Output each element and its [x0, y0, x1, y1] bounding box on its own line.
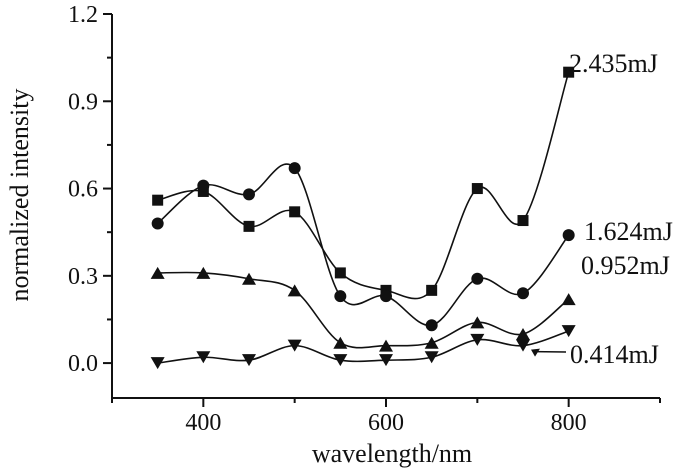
- circle-marker: [425, 319, 438, 332]
- series-1.624mJ: [151, 162, 575, 332]
- square-marker: [334, 267, 346, 279]
- x-tick-label: 600: [368, 410, 404, 436]
- circle-marker: [380, 290, 392, 303]
- circle-marker: [471, 272, 484, 285]
- square-marker: [152, 194, 164, 206]
- series-2.435mJ: [152, 66, 575, 300]
- y-axis-ticks: 0.0 0.3 0.6 0.9 1.2: [68, 2, 112, 377]
- square-marker: [563, 66, 575, 78]
- y-tick-label: 0.0: [68, 351, 98, 377]
- square-marker: [243, 220, 255, 232]
- triangle-up-marker: [242, 272, 256, 285]
- series-label: 1.624mJ: [584, 217, 673, 246]
- square-marker: [289, 206, 301, 218]
- x-axis-title: wavelength/nm: [312, 439, 472, 468]
- y-tick-label: 0.6: [68, 177, 98, 203]
- triangle-up-marker: [561, 293, 576, 306]
- triangle-down-marker: [333, 354, 348, 367]
- circle-marker: [151, 217, 164, 230]
- series-0.952mJ: [150, 266, 576, 352]
- triangle-down-marker: [379, 354, 393, 367]
- triangle-up-marker: [470, 316, 485, 329]
- triangle-down-marker: [561, 325, 576, 338]
- series-line: [157, 271, 570, 349]
- y-axis-title: normalized intensity: [5, 88, 34, 301]
- series-line: [157, 330, 569, 364]
- series-0.414mJ: [150, 325, 576, 370]
- triangle-up-marker: [196, 266, 211, 279]
- square-marker: [517, 215, 529, 227]
- x-axis-ticks: 400 600 800: [111, 398, 661, 436]
- triangle-down-marker: [150, 357, 165, 370]
- y-tick-label: 0.3: [68, 264, 98, 290]
- y-tick-label: 0.9: [68, 89, 98, 115]
- circle-marker: [334, 290, 347, 303]
- triangle-down-marker: [242, 354, 256, 367]
- circle-marker: [197, 179, 210, 192]
- triangle-up-marker: [287, 284, 302, 297]
- series-line: [157, 163, 570, 327]
- series-label: 0.414mJ: [570, 340, 659, 369]
- triangle-down-marker: [424, 351, 439, 364]
- square-marker: [471, 183, 483, 195]
- series-line: [157, 71, 570, 300]
- x-tick-label: 800: [551, 410, 587, 436]
- series-layer: [150, 66, 576, 370]
- triangle-up-marker: [424, 336, 439, 349]
- label-leader-arrowhead: [531, 348, 540, 357]
- x-tick-label: 400: [185, 410, 221, 436]
- triangle-up-marker: [150, 266, 165, 279]
- circle-marker: [517, 287, 529, 300]
- series-labels: 2.435mJ 1.624mJ 0.952mJ 0.414mJ: [531, 49, 673, 369]
- triangle-up-marker: [333, 336, 348, 349]
- triangle-down-marker: [470, 333, 485, 346]
- circle-marker: [562, 229, 575, 242]
- square-marker: [426, 284, 438, 296]
- circle-marker: [288, 162, 301, 175]
- series-label: 2.435mJ: [569, 49, 658, 78]
- series-label: 0.952mJ: [581, 251, 670, 280]
- triangle-up-marker: [516, 328, 530, 340]
- triangle-down-marker: [287, 339, 302, 352]
- circle-marker: [243, 188, 255, 201]
- triangle-up-marker: [379, 339, 393, 352]
- y-tick-label: 1.2: [68, 2, 98, 28]
- triangle-down-marker: [196, 351, 211, 364]
- triangle-down-marker: [516, 339, 530, 352]
